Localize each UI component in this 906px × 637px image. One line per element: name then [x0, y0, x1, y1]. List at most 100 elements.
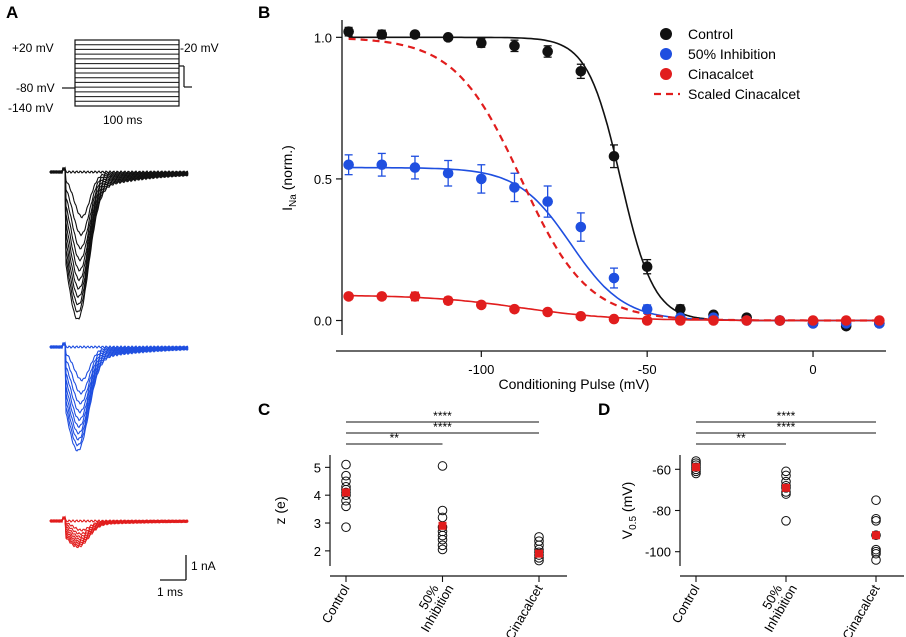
- significance-label-C: ****: [433, 409, 452, 423]
- data-point-D: [871, 546, 881, 557]
- data-point-50-inhibition: [641, 303, 653, 315]
- b-x-tick-label: -50: [638, 362, 657, 377]
- data-point-C: [341, 470, 351, 481]
- data-point-cinacalcet: [774, 315, 786, 326]
- protocol-label-mid: -80 mV: [16, 81, 55, 95]
- data-point-D: [781, 466, 791, 477]
- fit-curve-scaled-cinacalcet: [348, 37, 880, 322]
- data-point-50-inhibition: [509, 182, 520, 193]
- data-point-cinacalcet: [575, 310, 587, 322]
- protocol-label-bottom: -140 mV: [8, 101, 53, 115]
- scale-bar-current-label: 1 nA: [191, 559, 216, 573]
- data-point-50-inhibition: [575, 221, 587, 233]
- data-point-cinacalcet: [675, 315, 686, 326]
- data-point-50-inhibition: [343, 159, 354, 171]
- current-trace: [49, 166, 189, 320]
- data-point-C: [437, 544, 448, 555]
- data-point-D: [871, 530, 881, 541]
- current-trace: [49, 166, 189, 272]
- b-y-tick-label: 1.0: [314, 30, 332, 45]
- data-point-C: [437, 505, 448, 516]
- legend-swatch-cinacalcet: [660, 68, 672, 80]
- current-traces-cinacalcet: [49, 515, 189, 549]
- data-point-cinacalcet: [509, 303, 520, 315]
- data-point-D: [871, 555, 881, 565]
- data-point-D: [781, 470, 791, 481]
- category-label-D: Control: [669, 582, 703, 626]
- current-trace: [49, 516, 189, 549]
- category-label-C: Control: [319, 582, 353, 626]
- panel-label-a: A: [6, 3, 18, 22]
- data-point-50-inhibition: [442, 167, 454, 179]
- data-point-50-inhibition: [476, 173, 487, 185]
- protocol-label-duration: 100 ms: [103, 113, 142, 127]
- protocol-label-top: +20 mV: [12, 41, 54, 55]
- category-label-D: Cinacalcet: [839, 582, 883, 637]
- data-point-control: [376, 29, 388, 40]
- data-point-50-inhibition: [608, 272, 620, 284]
- y-tick-label-C: 2: [314, 544, 321, 559]
- current-trace: [49, 342, 189, 447]
- category-label-C: Cinacalcet: [502, 582, 546, 637]
- data-point-cinacalcet: [741, 315, 752, 326]
- data-point-control: [641, 261, 653, 273]
- y-axis-label-main-D: V: [619, 529, 635, 539]
- y-axis-label-sub-D: 0.5: [628, 516, 639, 530]
- data-point-control: [575, 66, 587, 77]
- data-point-cinacalcet: [409, 291, 421, 302]
- b-y-tick-label: 0.5: [314, 172, 332, 187]
- b-x-axis-label: Conditioning Pulse (mV): [499, 376, 650, 392]
- data-point-control: [542, 46, 553, 57]
- data-point-cinacalcet: [641, 315, 653, 326]
- data-point-C: [437, 540, 448, 551]
- legend-label-control: Control: [688, 26, 733, 42]
- legend-label-50-inhibition: 50% Inhibition: [688, 46, 776, 62]
- y-axis-label-C: z (e): [272, 497, 288, 525]
- data-point-C: [437, 534, 448, 545]
- data-point-C: [534, 540, 544, 551]
- data-point-50-inhibition: [376, 159, 388, 171]
- data-point-cinacalcet: [874, 315, 885, 326]
- mean-marker-C: [535, 549, 543, 558]
- data-point-cinacalcet: [343, 291, 354, 302]
- b-y-axis-label-sub: Na: [288, 194, 299, 207]
- data-point-D: [871, 513, 881, 524]
- data-point-D: [781, 516, 791, 526]
- data-point-cinacalcet: [807, 315, 819, 326]
- data-point-C: [341, 501, 351, 512]
- data-point-50-inhibition: [409, 162, 421, 173]
- y-tick-label-D: -80: [652, 504, 671, 519]
- legend-label-cinacalcet: Cinacalcet: [688, 66, 753, 82]
- significance-label-C: ****: [433, 420, 452, 434]
- current-trace: [49, 342, 189, 452]
- data-point-cinacalcet: [840, 315, 852, 326]
- y-tick-label-C: 3: [314, 516, 321, 531]
- data-point-C: [437, 512, 448, 523]
- panel-b: B 0.0 0.5 1.0 -100 -50 0 Conditioning Pulse (m…: [258, 3, 886, 392]
- legend-label-scaled-cinacalcet: Scaled Cinacalcet: [688, 86, 800, 102]
- data-point-C: [341, 522, 351, 533]
- availability-chart: 0.0 0.5 1.0 -100 -50 0 Conditioning Pulse (mV)…: [279, 20, 886, 392]
- significance-label-D: ****: [777, 420, 796, 434]
- panel-label-c: C: [258, 400, 270, 419]
- data-point-cinacalcet: [708, 315, 719, 326]
- data-point-cinacalcet: [476, 299, 487, 311]
- significance-label-C: **: [390, 431, 400, 445]
- mean-marker-C: [438, 521, 447, 530]
- mean-marker-C: [342, 488, 350, 497]
- scale-bar: 1 nA 1 ms: [157, 555, 216, 599]
- y-axis-label-D: V0.5 (mV): [619, 482, 639, 539]
- significance-label-D: ****: [777, 409, 796, 423]
- voltage-protocol: +20 mV -20 mV -80 mV -140 mV 100 ms: [8, 39, 219, 127]
- data-point-cinacalcet: [608, 313, 620, 325]
- current-trace: [49, 342, 189, 441]
- b-y-axis-label-main: I: [279, 207, 295, 211]
- panel-label-d: D: [598, 400, 610, 419]
- protocol-steps: [74, 39, 180, 107]
- data-point-D: [871, 516, 881, 526]
- current-traces-inhibition: [49, 341, 189, 452]
- y-axis-label-tail-D: (mV): [619, 482, 635, 516]
